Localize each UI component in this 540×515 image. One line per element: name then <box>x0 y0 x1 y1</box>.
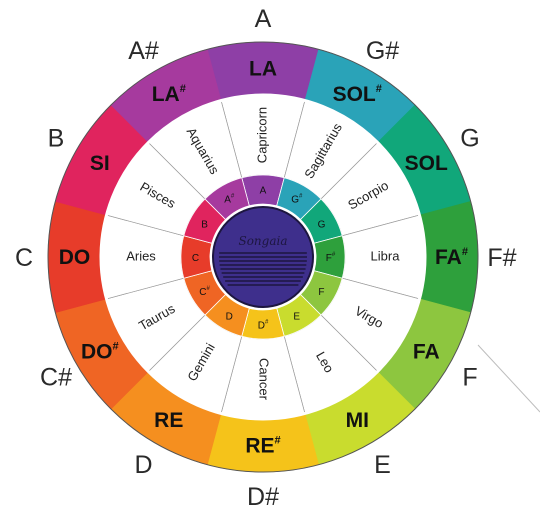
note-label: FA# <box>435 246 468 269</box>
sharp-mark: # <box>206 286 210 292</box>
inner-note-label: D# <box>258 320 269 332</box>
zodiac-label: Libra <box>371 248 401 263</box>
outer-note-letter: G# <box>366 37 399 65</box>
sharp-mark: # <box>332 252 336 258</box>
outer-ring-outline <box>47 41 479 473</box>
note-label: LA <box>249 58 277 81</box>
sharp-mark: # <box>376 83 382 95</box>
note-label: LA# <box>152 83 186 106</box>
logo-stripes <box>219 252 307 286</box>
corner-flap-line <box>477 344 540 413</box>
inner-note-label: B <box>201 219 208 230</box>
inner-note-sector <box>204 177 250 221</box>
inner-note-label: D <box>226 311 233 322</box>
inner-note-label: G# <box>291 194 303 206</box>
note-label: SOL <box>405 152 448 175</box>
sharp-mark: # <box>180 83 186 95</box>
note-label: SOL# <box>333 83 382 106</box>
outer-note-letter: F <box>462 364 477 392</box>
outer-note-letter: D# <box>247 483 279 511</box>
inner-note-label: F# <box>326 252 336 264</box>
inner-note-label: A# <box>224 194 235 206</box>
songaia-logo: Songaia <box>212 206 314 308</box>
sharp-mark: # <box>275 435 281 447</box>
inner-note-label: C <box>192 253 199 264</box>
note-label: DO# <box>81 340 119 363</box>
sharp-mark: # <box>462 246 468 258</box>
outer-note-letter: C# <box>40 364 72 392</box>
sharp-mark: # <box>265 320 269 326</box>
zodiac-label: Cancer <box>257 358 272 401</box>
note-label: MI <box>346 409 369 432</box>
inner-note-label: A <box>260 186 267 197</box>
sharp-mark: # <box>112 340 118 352</box>
outer-note-letter: E <box>374 451 391 479</box>
zodiac-ring: Capricorn SagittariusScorpioLibraVirgoLeo… <box>99 93 427 421</box>
zodiac-label: Capricorn <box>254 107 269 163</box>
inner-note-label: F <box>318 287 324 298</box>
sharp-mark: # <box>299 194 303 200</box>
zodiac-label: Aries <box>126 248 156 263</box>
note-label: DO <box>59 246 91 269</box>
outer-note-letter: B <box>48 125 65 153</box>
outer-note-letter: G <box>460 125 479 153</box>
outer-note-labels: AG#GF#FED#DC#CBA# <box>15 5 517 511</box>
outer-note-letter: C <box>15 244 33 272</box>
inner-note-ring: A G# G F# F E D# D C# C B A# <box>180 174 346 340</box>
sharp-mark: # <box>231 194 235 200</box>
note-label: RE <box>154 409 183 432</box>
outer-note-letter: A# <box>128 37 159 65</box>
color-ring-inner-edge <box>99 93 427 421</box>
outer-note-letter: A <box>255 5 272 33</box>
inner-note-label: G <box>318 219 326 230</box>
outer-note-letter: F# <box>487 244 516 272</box>
logo-text: Songaia <box>238 234 287 248</box>
note-label: SI <box>90 152 110 175</box>
inner-note-label: C# <box>199 286 210 298</box>
note-label: FA <box>413 340 440 363</box>
inner-note-label: E <box>293 311 300 322</box>
outer-note-letter: D <box>134 451 152 479</box>
note-label: RE# <box>245 435 280 458</box>
